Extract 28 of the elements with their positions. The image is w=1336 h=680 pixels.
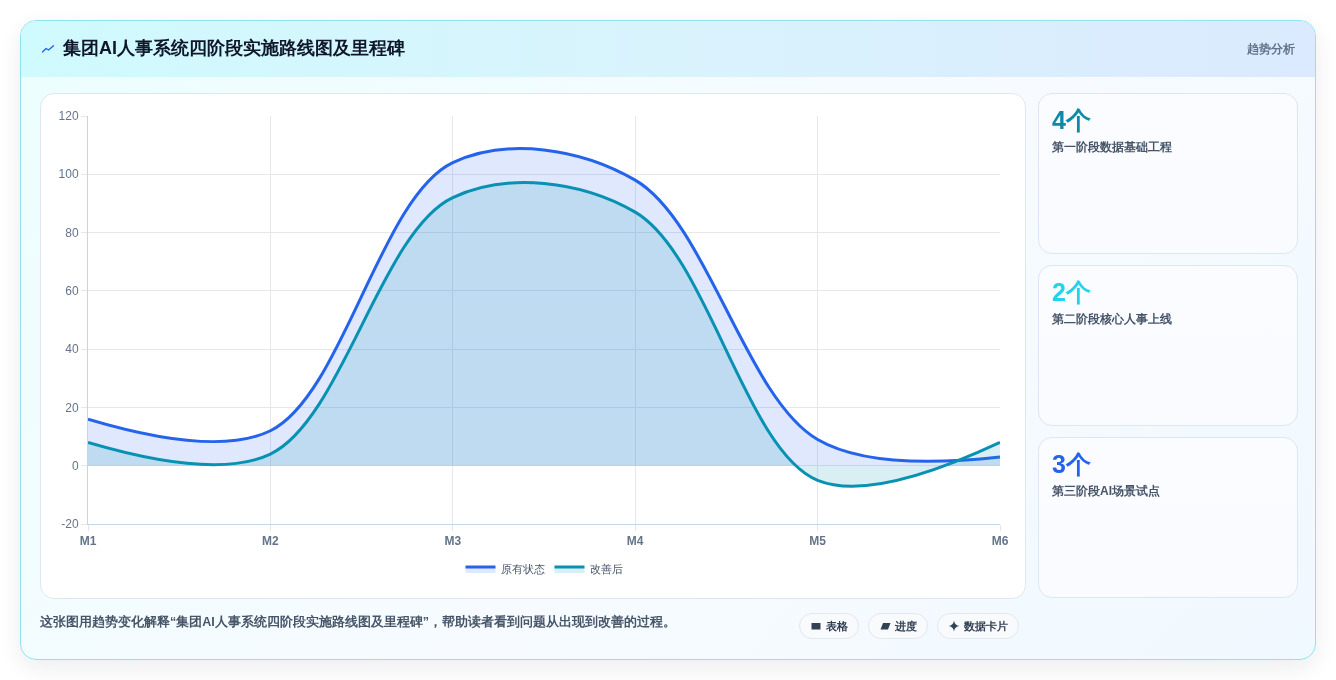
x-tick-label: M6 [991,534,1009,549]
legend-label: 原有状态 [500,563,545,576]
chart-title: 集团AI人事系统四阶段实施路线图及里程碑 [63,37,405,60]
text: 4个 [1052,105,1091,136]
y-tick-label: 0 [71,458,79,473]
x-tick-label: M3 [444,534,462,549]
y-tick-label: -20 [61,517,79,532]
x-tick-label: M2 [262,534,280,549]
y-tick-label: 80 [65,225,79,240]
y-tick-label: 20 [65,400,79,415]
text: 第二阶段核心人事上线 [1052,311,1172,328]
text: 3个 [1052,449,1091,480]
x-tick-label: M5 [809,534,827,549]
text: 数据卡片 [964,618,1008,634]
text: 这张图用趋势变化解释“集团AI人事系统四阶段实施路线图及里程碑”，帮助读者看到问题从出现到改善的过程。 [40,614,676,631]
text: 表格 [826,618,848,634]
text: 2个 [1052,277,1091,308]
y-tick-label: 120 [58,109,79,124]
y-tick-label: 40 [65,342,79,357]
x-tick-label: M4 [626,534,644,549]
text: 趋势分析 [1247,41,1295,58]
text: 进度 [895,618,917,634]
y-tick-label: 60 [65,284,79,299]
text: 第三阶段AI场景试点 [1052,483,1160,500]
legend-label: 改善后 [589,563,623,576]
text: 第一阶段数据基础工程 [1052,139,1172,156]
y-tick-label: 100 [58,167,79,182]
x-tick-label: M1 [79,534,97,549]
